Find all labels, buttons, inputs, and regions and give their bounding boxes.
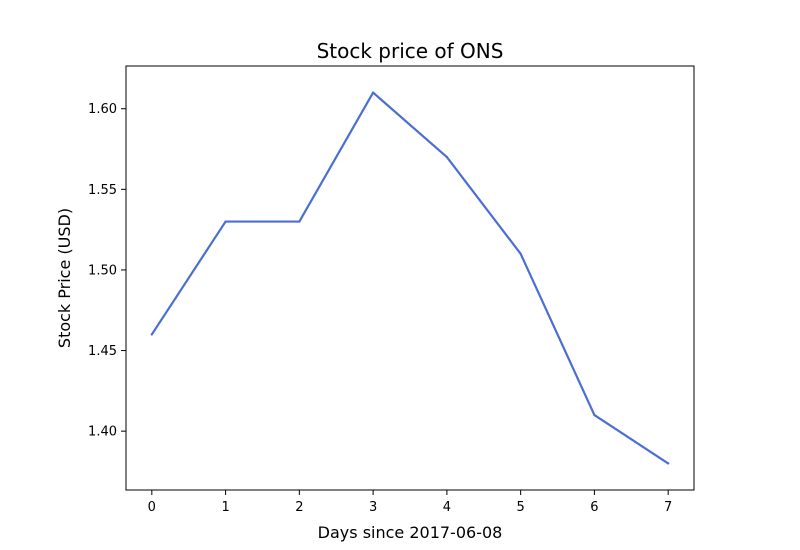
y-axis-ticks: 1.40 1.45 1.50 1.55 1.60 bbox=[88, 102, 126, 440]
x-axis-ticks: 0 1 2 3 4 5 6 7 bbox=[148, 490, 672, 515]
data-point bbox=[667, 462, 670, 465]
x-tick-label: 7 bbox=[664, 500, 672, 515]
x-tick-label: 0 bbox=[148, 500, 156, 515]
y-tick-label: 1.50 bbox=[88, 263, 117, 278]
series-layer bbox=[150, 91, 670, 465]
chart-title: Stock price of ONS bbox=[317, 39, 504, 63]
x-tick-label: 4 bbox=[443, 500, 451, 515]
data-point bbox=[519, 252, 522, 255]
x-tick-label: 6 bbox=[590, 500, 598, 515]
y-axis-label: Stock Price (USD) bbox=[55, 208, 74, 348]
x-tick-label: 3 bbox=[369, 500, 377, 515]
data-point bbox=[298, 220, 301, 223]
x-axis-label: Days since 2017-06-08 bbox=[318, 523, 503, 542]
data-point bbox=[372, 91, 375, 94]
x-tick-label: 5 bbox=[517, 500, 525, 515]
y-tick-label: 1.45 bbox=[88, 344, 117, 359]
data-point bbox=[224, 220, 227, 223]
x-tick-label: 1 bbox=[221, 500, 229, 515]
data-point bbox=[445, 155, 448, 159]
y-tick-label: 1.40 bbox=[88, 425, 117, 440]
series-line bbox=[150, 91, 670, 465]
y-tick-label: 1.55 bbox=[88, 183, 117, 198]
y-tick-label: 1.60 bbox=[88, 102, 117, 117]
data-point bbox=[593, 413, 596, 417]
plot-area-frame bbox=[125, 65, 695, 491]
x-tick-label: 2 bbox=[295, 500, 303, 515]
data-point bbox=[150, 333, 153, 336]
